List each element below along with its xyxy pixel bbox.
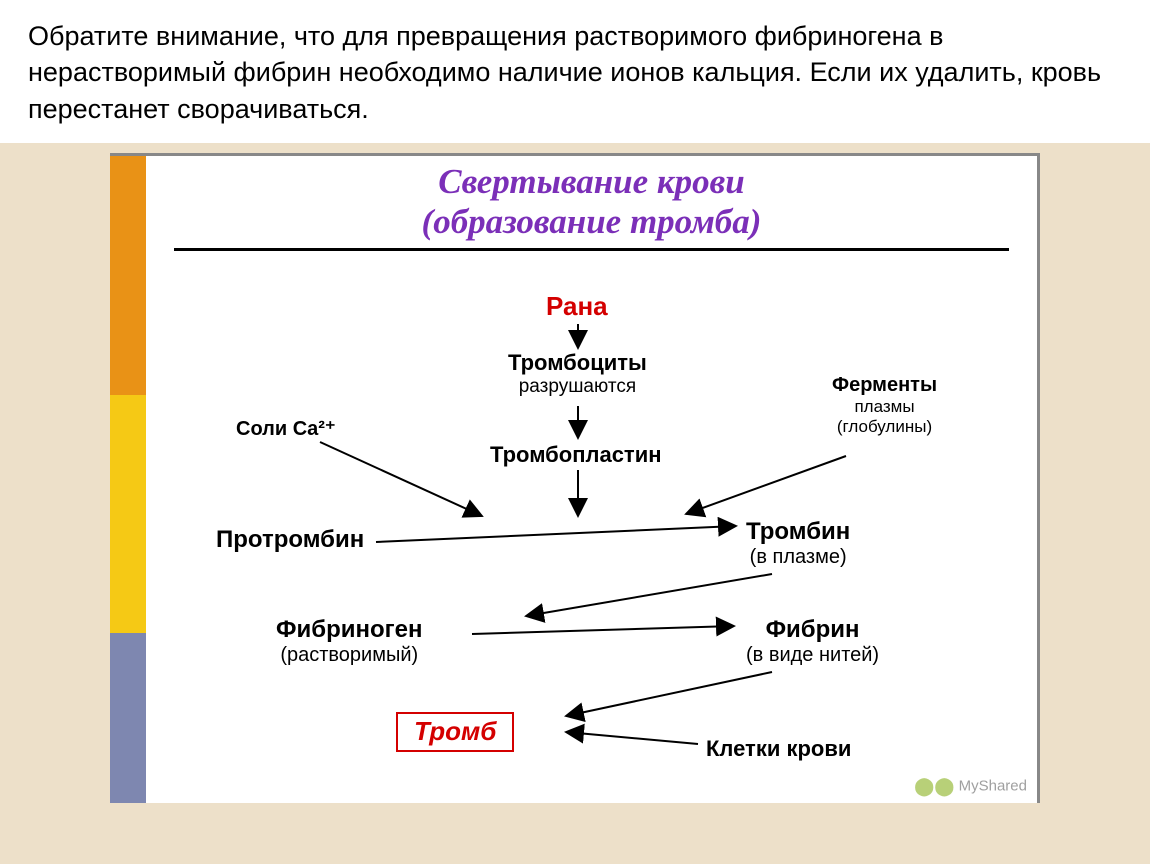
node-fibrin: Фибрин(в виде нитей) [746, 616, 879, 667]
arrow-5 [376, 526, 736, 542]
node-tromboplastin: Тромбопластин [490, 442, 662, 467]
node-kletki: Клетки крови [706, 736, 851, 761]
node-rana: Рана [546, 292, 608, 322]
intro-paragraph: Обратите внимание, что для превращения р… [0, 0, 1150, 143]
watermark-logo-icon: ⬤⬤ [914, 776, 954, 796]
arrow-8 [566, 672, 772, 716]
sidebar-blue [110, 633, 146, 803]
arrows-layer [146, 156, 1037, 803]
watermark-text: MyShared [959, 778, 1027, 795]
node-trombocity: Тромбоцитыразрушаются [508, 350, 647, 397]
node-protrombin: Протромбин [216, 526, 364, 554]
node-trombin: Тромбин(в плазме) [746, 518, 850, 569]
title-line2: (образование тромба) [146, 202, 1037, 242]
arrow-4 [686, 456, 846, 514]
sidebar-yellow [110, 395, 146, 633]
arrow-2 [320, 442, 482, 516]
sidebar-orange [110, 156, 146, 394]
diagram-title: Свертывание крови (образование тромба) [146, 162, 1037, 242]
node-fermenty: Ферментыплазмы(глобулины) [832, 374, 937, 436]
arrow-7 [472, 626, 734, 634]
watermark: ⬤⬤ MyShared [914, 776, 1027, 797]
diagram-container: Свертывание крови (образование тромба) Р… [110, 153, 1040, 803]
arrow-6 [526, 574, 772, 616]
page: Обратите внимание, что для превращения р… [0, 0, 1150, 864]
arrow-9 [566, 732, 698, 744]
node-tromb: Тромб [396, 712, 514, 752]
diagram-area: Свертывание крови (образование тромба) Р… [146, 156, 1037, 803]
node-soli: Соли Ca²⁺ [236, 418, 336, 441]
node-fibrinogen: Фибриноген(растворимый) [276, 616, 422, 667]
color-sidebar [110, 156, 146, 803]
title-underline [174, 248, 1009, 251]
title-line1: Свертывание крови [146, 162, 1037, 202]
